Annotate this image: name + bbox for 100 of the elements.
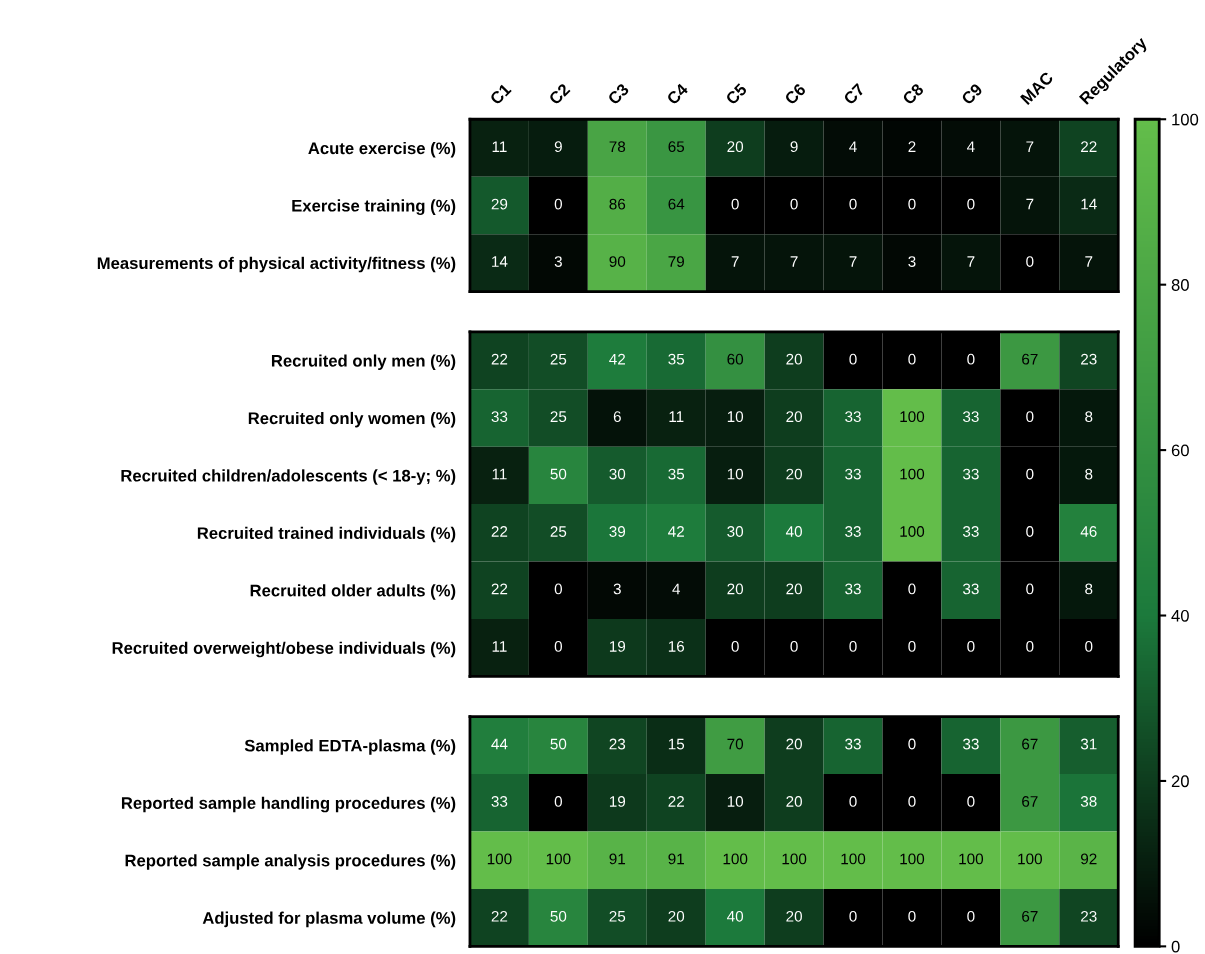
data-label: 60	[727, 353, 744, 365]
data-label: 40	[727, 910, 744, 922]
data-label: 0	[554, 583, 562, 595]
data-label: 91	[668, 853, 684, 865]
data-label: 100	[900, 411, 925, 423]
data-label: 15	[668, 738, 685, 750]
data-label: 50	[550, 738, 567, 750]
data-label: 23	[1081, 910, 1097, 922]
data-label: 33	[845, 411, 861, 423]
data-label: 20	[668, 910, 685, 922]
data-label: 10	[727, 468, 744, 480]
data-label: 29	[491, 198, 508, 210]
data-label: 67	[1022, 796, 1038, 807]
data-label: 31	[1080, 738, 1097, 750]
data-label: 22	[491, 910, 508, 922]
y-tick-label: Adjusted for plasma volume (%)	[202, 911, 456, 928]
data-label: 20	[786, 738, 802, 750]
data-label: 9	[790, 141, 798, 153]
data-label: 0	[1026, 411, 1034, 423]
data-label: 0	[849, 198, 857, 210]
data-label: 0	[731, 640, 739, 652]
data-label: 25	[550, 526, 567, 537]
color-bar-label: 80	[1171, 279, 1189, 291]
data-label: 33	[845, 738, 861, 750]
data-label: 20	[727, 141, 744, 153]
data-label: 33	[962, 526, 979, 537]
data-label: 0	[967, 198, 975, 210]
data-label: 33	[962, 583, 979, 595]
data-label: 0	[554, 640, 562, 652]
data-label: 78	[609, 141, 626, 153]
data-label: 33	[845, 583, 861, 595]
data-label: 33	[845, 526, 861, 537]
data-label: 92	[1080, 853, 1097, 865]
data-label: 67	[1022, 738, 1038, 750]
data-label: 70	[727, 738, 744, 750]
data-label: 3	[908, 256, 916, 267]
data-label: 100	[841, 853, 866, 865]
data-label: 0	[849, 796, 857, 807]
y-tick-label: Recruited children/adolescents (< 18-y; %)	[121, 469, 456, 485]
y-tick-label: Recruited older adults (%)	[250, 584, 456, 600]
data-label: 11	[669, 411, 684, 422]
data-label: 0	[1026, 526, 1034, 537]
data-label: 7	[967, 256, 975, 267]
data-label: 0	[790, 640, 798, 652]
data-label: 91	[609, 853, 626, 865]
data-label: 10	[727, 796, 744, 807]
data-label: 33	[491, 796, 508, 807]
data-label: 0	[1026, 468, 1034, 480]
data-label: 22	[491, 526, 508, 537]
data-label: 38	[1080, 796, 1097, 807]
data-label: 14	[492, 256, 508, 267]
data-label: 40	[785, 526, 802, 537]
data-label: 0	[849, 640, 857, 652]
data-label: 0	[554, 198, 562, 210]
color-bar-label: 60	[1171, 444, 1189, 457]
data-label: 22	[491, 353, 508, 365]
data-label: 90	[609, 256, 626, 267]
color-bar-label: 20	[1171, 775, 1189, 788]
x-tick-label: C9	[960, 82, 984, 106]
data-label: 7	[731, 256, 739, 267]
x-tick-label: C1	[489, 82, 512, 106]
data-label: 7	[790, 256, 798, 267]
data-label: 100	[1018, 853, 1042, 865]
data-label: 8	[1085, 411, 1093, 423]
data-label: 64	[668, 198, 685, 210]
data-label: 0	[967, 353, 975, 365]
data-label: 7	[849, 256, 857, 267]
data-label: 0	[908, 640, 916, 652]
data-label: 20	[727, 583, 744, 595]
data-label: 20	[786, 353, 802, 365]
data-label: 50	[550, 910, 567, 922]
data-label: 0	[908, 796, 916, 807]
data-label: 4	[849, 141, 857, 152]
data-label: 10	[727, 411, 744, 423]
data-label: 20	[786, 411, 802, 423]
data-label: 33	[962, 411, 979, 423]
y-tick-label: Recruited only men (%)	[271, 354, 456, 370]
data-label: 7	[1026, 141, 1034, 152]
data-label: 25	[550, 353, 567, 365]
data-label: 100	[487, 853, 512, 865]
data-label: 86	[609, 198, 626, 210]
data-label: 100	[782, 853, 807, 865]
y-tick-label: Reported sample handling procedures (%)	[121, 796, 456, 813]
data-label: 22	[668, 796, 684, 807]
data-label: 4	[967, 141, 975, 152]
data-label: 25	[550, 411, 567, 423]
color-bar-label: 100	[1172, 113, 1199, 126]
data-label: 100	[959, 853, 984, 865]
data-label: 46	[1080, 526, 1097, 537]
y-tick-label: Recruited overweight/obese individuals (%)	[112, 641, 456, 658]
data-label: 11	[492, 641, 507, 652]
y-tick-label: Recruited trained individuals (%)	[197, 526, 456, 543]
data-label: 67	[1022, 910, 1038, 922]
data-label: 42	[668, 526, 684, 537]
data-label: 33	[845, 468, 861, 480]
color-bar-label: 40	[1171, 609, 1189, 622]
data-label: 33	[962, 738, 979, 750]
data-label: 0	[790, 198, 798, 210]
data-label: 7	[1085, 256, 1093, 267]
x-tick-label: C5	[724, 82, 748, 106]
